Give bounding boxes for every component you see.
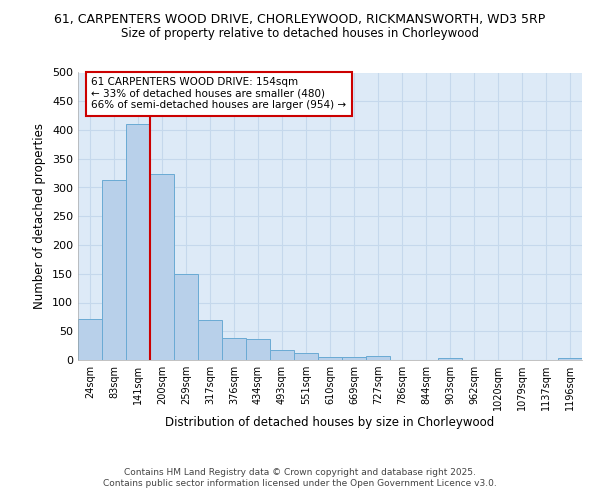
Bar xyxy=(198,320,222,360)
Text: Size of property relative to detached houses in Chorleywood: Size of property relative to detached ho… xyxy=(121,28,479,40)
Text: Contains HM Land Registry data © Crown copyright and database right 2025.
Contai: Contains HM Land Registry data © Crown c… xyxy=(103,468,497,487)
Bar xyxy=(318,356,342,360)
Y-axis label: Number of detached properties: Number of detached properties xyxy=(34,123,46,309)
Bar xyxy=(174,274,198,360)
Text: 61, CARPENTERS WOOD DRIVE, CHORLEYWOOD, RICKMANSWORTH, WD3 5RP: 61, CARPENTERS WOOD DRIVE, CHORLEYWOOD, … xyxy=(55,12,545,26)
Bar xyxy=(222,338,246,360)
Bar xyxy=(558,358,582,360)
Bar xyxy=(342,356,366,360)
Text: 61 CARPENTERS WOOD DRIVE: 154sqm
← 33% of detached houses are smaller (480)
66% : 61 CARPENTERS WOOD DRIVE: 154sqm ← 33% o… xyxy=(91,77,346,110)
Bar xyxy=(270,350,294,360)
X-axis label: Distribution of detached houses by size in Chorleywood: Distribution of detached houses by size … xyxy=(166,416,494,429)
Bar xyxy=(150,174,174,360)
Bar xyxy=(438,358,462,360)
Bar xyxy=(126,124,150,360)
Bar xyxy=(102,180,126,360)
Bar xyxy=(78,318,102,360)
Bar xyxy=(294,352,318,360)
Bar xyxy=(246,338,270,360)
Bar xyxy=(366,356,390,360)
